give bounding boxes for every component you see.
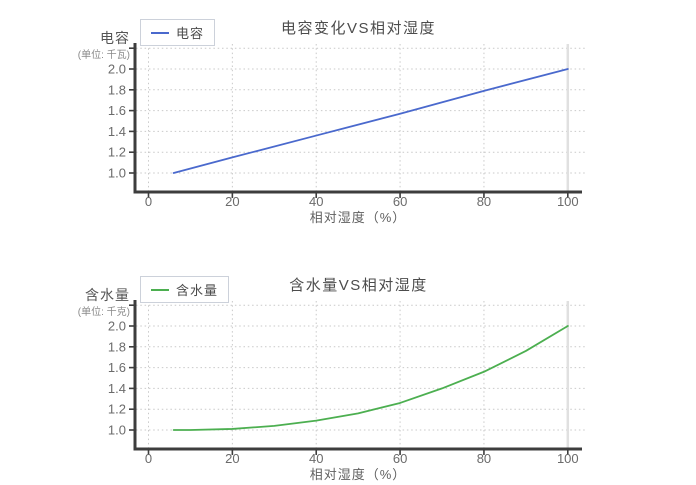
svg-text:1.6: 1.6	[108, 103, 126, 118]
y-axis-unit: (单位: 千瓦)	[77, 50, 130, 61]
svg-text:1.6: 1.6	[108, 360, 126, 375]
legend-water-content[interactable]: 含水量	[140, 276, 230, 303]
chart-title: 电容变化VS相对湿度	[280, 20, 436, 37]
x-axis-title: 相对湿度（%）	[309, 210, 407, 225]
svg-text:2.0: 2.0	[108, 62, 126, 77]
svg-text:100: 100	[557, 194, 579, 209]
svg-text:80: 80	[477, 451, 491, 466]
svg-text:1.0: 1.0	[108, 166, 126, 181]
svg-text:20: 20	[225, 194, 239, 209]
legend-capacitance[interactable]: 电容	[140, 19, 216, 46]
chart-title: 含水量VS相对湿度	[289, 277, 428, 294]
capacitance-chart: 1.0 1.2 1.4 1.6 1.8 2.0 0 20 40 60 80 100 电容变化VS相对湿…	[0, 0, 696, 242]
svg-text:40: 40	[309, 451, 323, 466]
svg-text:40: 40	[309, 194, 323, 209]
svg-text:1.4: 1.4	[108, 124, 126, 139]
capacitance-plot-canvas: 1.0 1.2 1.4 1.6 1.8 2.0 0 20 40 60 80 100	[108, 43, 585, 209]
water-content-chart: 1.0 1.2 1.4 1.6 1.8 2.0 0 20 40 60 80 100 含水量VS相对湿度…	[0, 257, 696, 485]
svg-text:1.0: 1.0	[108, 423, 126, 438]
svg-text:60: 60	[393, 451, 407, 466]
legend-line-icon	[151, 288, 169, 291]
svg-text:60: 60	[393, 194, 407, 209]
svg-text:20: 20	[225, 451, 239, 466]
legend-label: 电容	[176, 26, 205, 41]
svg-text:80: 80	[477, 194, 491, 209]
x-axis-title: 相对湿度（%）	[309, 467, 407, 482]
water-content-plot-canvas: 1.0 1.2 1.4 1.6 1.8 2.0 0 20 40 60 80 100	[108, 300, 585, 466]
y-axis-title: 含水量	[85, 287, 130, 303]
svg-text:1.2: 1.2	[108, 145, 126, 160]
svg-text:1.8: 1.8	[108, 339, 126, 354]
svg-text:100: 100	[557, 451, 579, 466]
svg-text:0: 0	[145, 194, 152, 209]
legend-label: 含水量	[176, 283, 219, 298]
svg-text:1.2: 1.2	[108, 402, 126, 417]
svg-text:1.4: 1.4	[108, 381, 126, 396]
svg-text:0: 0	[145, 451, 152, 466]
svg-text:1.8: 1.8	[108, 82, 126, 97]
legend-line-icon	[151, 31, 169, 34]
y-axis-title: 电容	[100, 30, 130, 46]
svg-text:2.0: 2.0	[108, 319, 126, 334]
y-axis-unit: (单位: 千克)	[77, 307, 130, 318]
